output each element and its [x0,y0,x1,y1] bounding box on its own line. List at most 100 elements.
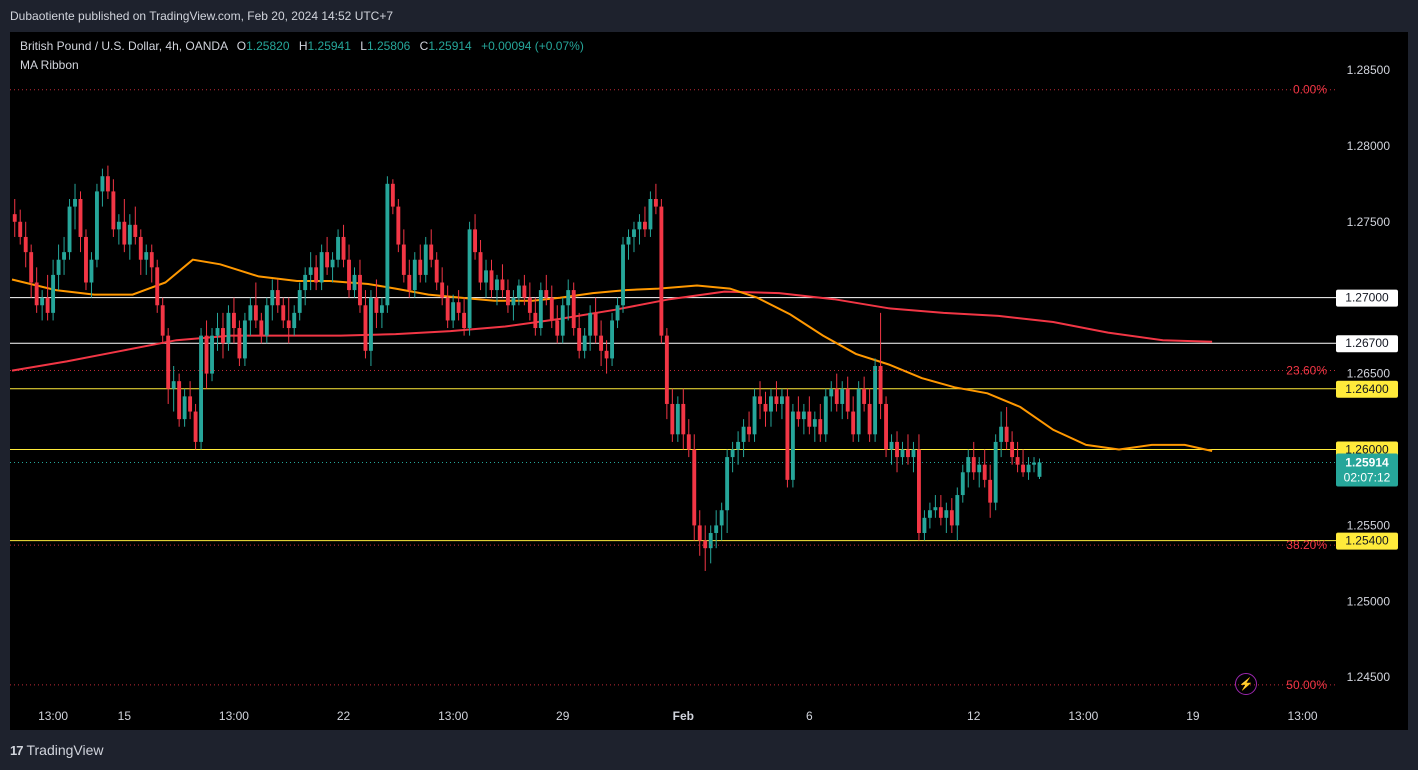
candle-body [1026,464,1031,473]
footer-brand[interactable]: 17 TradingView [10,740,104,760]
time-axis[interactable] [10,700,1336,730]
candle-body [582,335,587,351]
candle-body [566,290,571,306]
candle-body [226,312,231,344]
candle-body [889,441,894,450]
level-price-badge[interactable] [1336,335,1398,353]
candle-body [571,290,576,329]
level-price-badge[interactable] [1336,289,1398,307]
candle-body [856,388,861,435]
candle-body [18,221,23,237]
candle-body [29,252,34,283]
candle-body [977,464,982,473]
chart-pane[interactable] [10,32,1336,700]
candle-body [237,328,242,359]
candle-body [643,221,647,230]
price-tick-label: 1.28500 [1347,63,1391,77]
candle-body [341,236,346,260]
low-value: 1.25806 [366,39,411,53]
candle-body [462,312,467,329]
candle-body [308,267,313,275]
candle-body [221,328,225,344]
candle-body [1004,426,1009,442]
candle-body [253,305,258,321]
candle-body [149,252,154,268]
candle-body [796,411,801,420]
symbol-legend[interactable]: British Pound / U.S. Dollar, 4h, OANDA O… [20,39,584,53]
candle-body [204,335,209,374]
time-tick-label: 12 [967,709,981,723]
symbol-name: British Pound / U.S. Dollar, 4h, OANDA [20,39,228,53]
candle-body [166,335,171,389]
candle-body [133,224,138,237]
candle-body [927,510,932,518]
close-label: C [419,39,429,53]
candle-body [834,388,839,404]
indicator-label[interactable]: MA Ribbon [20,58,79,72]
candle-body [352,274,357,291]
candle-body [193,411,198,442]
candle-body [632,229,636,237]
lightning-icon[interactable]: ⚡ [1235,673,1257,695]
brand-name: TradingView [26,742,104,758]
time-tick-label: Feb [673,709,694,723]
candle-body [358,274,362,306]
candle-body [127,224,132,245]
time-tick-label: 13:00 [1288,709,1318,723]
close-value: 1.25914 [428,39,472,53]
candle-body [697,525,702,541]
candle-body [495,279,499,291]
candle-body [478,252,483,283]
candle-body [171,381,176,389]
candle-body [390,183,395,207]
candle-body [489,270,494,291]
candle-body [719,510,724,526]
candle-body [423,244,428,275]
candle-body [440,282,445,298]
candle-body [637,221,642,230]
candle-body [467,229,472,329]
level-price-badge-label: 1.26400 [1345,382,1389,396]
candle-body [851,411,856,435]
time-tick-label: 19 [1186,709,1200,723]
level-price-badge[interactable] [1336,532,1398,550]
candle-body [396,206,401,245]
candle-body [160,305,165,336]
candle-body [538,290,543,329]
level-price-badge-label: 1.26700 [1345,336,1389,350]
candle-body [511,297,516,306]
candle-body [747,426,751,435]
candle-body [138,236,143,260]
candle-body [648,199,653,230]
candle-body [78,199,83,237]
candle-body [23,236,28,253]
candle-body [780,396,784,404]
candle-body [105,176,110,192]
level-price-badge[interactable] [1336,380,1398,398]
candle-body [232,312,236,329]
candle-body [303,274,308,291]
price-scale[interactable] [1336,32,1408,700]
candle-body [248,305,253,321]
price-tick-label: 1.28000 [1347,139,1391,153]
candle-body [845,388,850,412]
candle-body [823,396,828,435]
candle-body [473,229,477,253]
candle-body [522,285,527,298]
candle-body [34,282,39,306]
candle-body [862,388,867,404]
candle-body [922,517,927,533]
candle-body [758,396,762,404]
high-label: H [298,39,308,53]
last-price-badge[interactable] [1336,453,1398,487]
time-tick-label: 13:00 [438,709,468,723]
candle-body [45,297,50,313]
high-value: 1.25941 [307,39,351,53]
candle-body [325,252,330,268]
candle-body [259,320,264,336]
candle-body [873,366,878,435]
candle-body [319,252,324,283]
candle-body [418,259,423,275]
candle-body [445,297,450,321]
